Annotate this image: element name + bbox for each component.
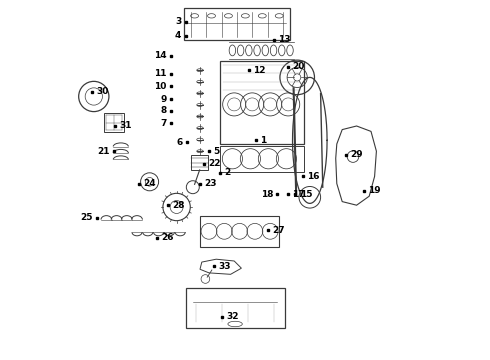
Text: 17: 17 xyxy=(293,190,305,199)
Bar xyxy=(220,61,304,144)
Text: 12: 12 xyxy=(253,66,266,75)
Text: 2: 2 xyxy=(224,168,230,177)
Text: 8: 8 xyxy=(161,107,167,115)
Text: 1: 1 xyxy=(260,136,267,145)
Text: 31: 31 xyxy=(120,122,132,130)
Text: 11: 11 xyxy=(154,69,167,78)
Text: 5: 5 xyxy=(213,147,220,156)
Text: 27: 27 xyxy=(273,226,285,235)
Bar xyxy=(186,288,285,328)
Text: 24: 24 xyxy=(143,179,156,188)
Text: 32: 32 xyxy=(226,312,239,321)
Text: 30: 30 xyxy=(97,87,109,96)
Bar xyxy=(184,8,290,40)
Text: 28: 28 xyxy=(172,201,184,210)
Bar xyxy=(191,155,208,170)
Text: 29: 29 xyxy=(350,150,363,159)
Text: 14: 14 xyxy=(154,51,167,60)
Text: 19: 19 xyxy=(368,186,381,195)
Bar xyxy=(200,216,279,247)
Text: 23: 23 xyxy=(204,179,217,188)
Bar xyxy=(220,146,304,172)
Text: 22: 22 xyxy=(208,159,220,168)
Text: 13: 13 xyxy=(278,35,291,44)
Text: 20: 20 xyxy=(293,62,305,71)
Text: 9: 9 xyxy=(161,94,167,104)
Text: 21: 21 xyxy=(97,147,109,156)
Text: 18: 18 xyxy=(261,190,273,199)
Text: 6: 6 xyxy=(177,138,183,147)
Text: 25: 25 xyxy=(80,213,93,222)
Text: 15: 15 xyxy=(300,190,312,199)
Text: 7: 7 xyxy=(161,119,167,128)
Bar xyxy=(104,113,123,132)
Text: 16: 16 xyxy=(307,172,319,181)
Text: 26: 26 xyxy=(161,233,173,242)
Text: 3: 3 xyxy=(175,17,181,26)
Text: 33: 33 xyxy=(219,262,231,271)
Text: 10: 10 xyxy=(154,82,167,91)
Text: 4: 4 xyxy=(175,31,181,40)
